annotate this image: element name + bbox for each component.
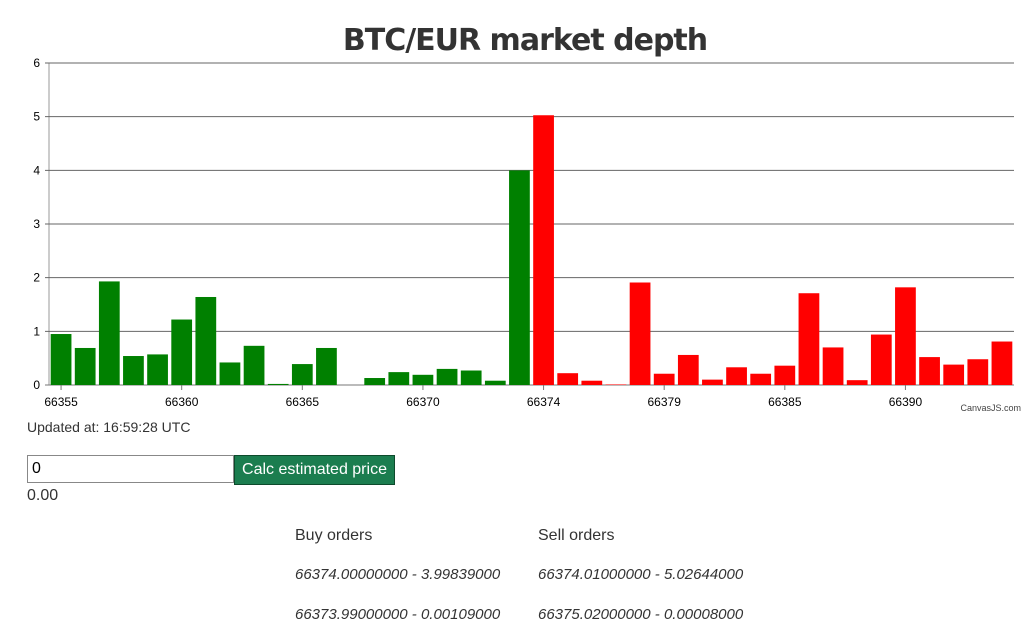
sell-depth-bar[interactable] <box>895 287 916 385</box>
buy-depth-bar[interactable] <box>460 370 482 385</box>
buy-depth-bar[interactable] <box>316 347 337 385</box>
buy-depth-bar[interactable] <box>123 356 144 385</box>
buy-depth-bar[interactable] <box>267 383 289 385</box>
buy-depth-bar[interactable] <box>364 378 386 385</box>
sell-depth-bar[interactable] <box>581 380 603 385</box>
x-tick-label: 66374 <box>527 395 561 409</box>
sell-depth-bar[interactable] <box>677 354 699 385</box>
x-tick-label: 66370 <box>406 395 440 409</box>
sell-orders-column: Sell orders 66374.01000000 - 5.02644000 … <box>538 526 778 623</box>
sell-depth-bar[interactable] <box>870 334 892 385</box>
x-tick-label: 66360 <box>165 395 199 409</box>
sell-depth-bar[interactable] <box>533 115 554 385</box>
buy-depth-bar[interactable] <box>436 368 458 385</box>
x-tick-label: 66379 <box>648 395 682 409</box>
y-tick-label: 5 <box>33 110 40 124</box>
y-tick-label: 6 <box>33 56 40 70</box>
sell-depth-bar[interactable] <box>967 359 989 385</box>
sell-depth-bar[interactable] <box>943 364 965 385</box>
sell-depth-bar[interactable] <box>629 282 651 386</box>
buy-depth-bar[interactable] <box>219 362 241 385</box>
buy-depth-bar[interactable] <box>484 380 506 385</box>
canvasjs-credit[interactable]: CanvasJS.com <box>960 403 1021 413</box>
x-axis: 66355 66360 66365 66370 66374 66379 66385 66390 <box>44 385 922 409</box>
sell-order-row: 66375.02000000 - 0.00008000 <box>538 606 744 623</box>
sell-depth-bar[interactable] <box>557 373 579 385</box>
buy-order-row: 66373.99000000 - 0.00109000 <box>295 606 501 623</box>
sell-depth-bar[interactable] <box>702 379 723 385</box>
y-tick-label: 2 <box>33 271 40 285</box>
sell-depth-bar[interactable] <box>774 365 796 385</box>
sell-depth-bar[interactable] <box>726 367 747 385</box>
calc-estimated-price-button[interactable]: Calc estimated price <box>234 455 395 485</box>
sell-depth-bar[interactable] <box>846 380 868 385</box>
y-axis: 0 1 2 3 4 5 6 <box>33 56 40 392</box>
sell-depth-bar[interactable] <box>822 347 844 385</box>
buy-depth-bar[interactable] <box>147 354 168 385</box>
estimated-price-result: 0.00 <box>27 487 59 504</box>
amount-input[interactable] <box>27 455 234 483</box>
buy-depth-bar[interactable] <box>171 319 193 385</box>
chart-title: BTC/EUR market depth <box>343 23 707 58</box>
buy-order-row: 66374.00000000 - 3.99839000 <box>295 566 501 583</box>
bars <box>50 115 1013 386</box>
buy-depth-bar[interactable] <box>509 170 530 385</box>
buy-orders-header: Buy orders <box>295 527 373 544</box>
buy-depth-bar[interactable] <box>291 364 313 385</box>
y-tick-label: 3 <box>33 217 40 231</box>
buy-orders-column: Buy orders 66374.00000000 - 3.99839000 6… <box>295 526 535 623</box>
buy-depth-bar[interactable] <box>74 347 96 385</box>
sell-order-row: 66374.01000000 - 5.02644000 <box>538 566 744 583</box>
buy-depth-bar[interactable] <box>195 296 217 385</box>
y-tick-label: 0 <box>33 378 40 392</box>
sell-depth-bar[interactable] <box>991 341 1013 385</box>
y-tick-label: 1 <box>33 324 40 338</box>
sell-orders-header: Sell orders <box>538 527 615 544</box>
sell-depth-bar[interactable] <box>750 373 772 385</box>
x-tick-label: 66385 <box>768 395 802 409</box>
buy-depth-bar[interactable] <box>388 372 410 385</box>
x-tick-label: 66355 <box>44 395 78 409</box>
buy-depth-bar[interactable] <box>412 374 434 385</box>
sell-depth-bar[interactable] <box>919 357 940 385</box>
updated-timestamp: Updated at: 16:59:28 UTC <box>27 419 191 435</box>
buy-depth-bar[interactable] <box>243 345 265 385</box>
x-tick-label: 66390 <box>889 395 923 409</box>
buy-depth-bar[interactable] <box>98 281 120 385</box>
buy-depth-bar[interactable] <box>50 334 72 385</box>
sell-depth-bar[interactable] <box>798 293 820 385</box>
y-tick-label: 4 <box>33 163 40 177</box>
sell-depth-bar[interactable] <box>653 373 675 385</box>
x-tick-label: 66365 <box>286 395 320 409</box>
sell-depth-bar[interactable] <box>605 384 627 385</box>
